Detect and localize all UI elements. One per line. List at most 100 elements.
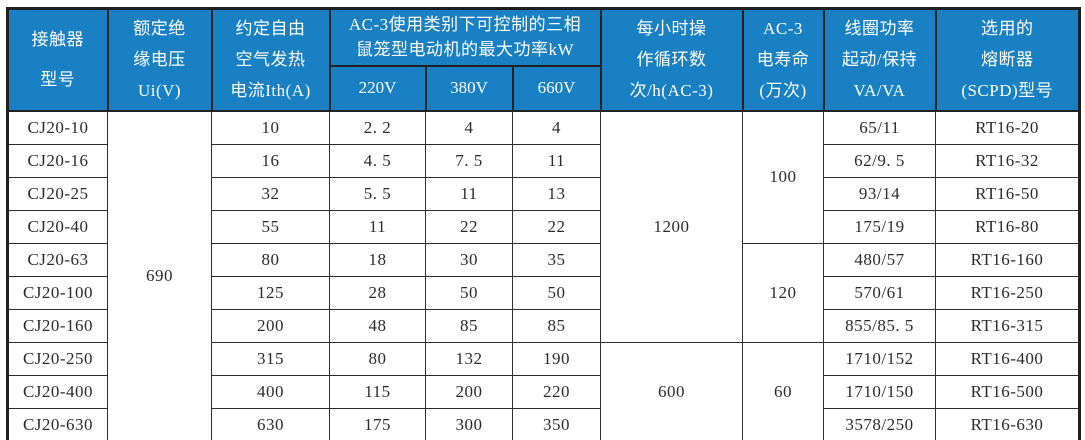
cell-fuse: RT16-160 bbox=[935, 242, 1080, 277]
header-cycles-line2: 作循环数 bbox=[636, 50, 707, 70]
cell-p220: 80 bbox=[329, 341, 426, 376]
cell-ith: 400 bbox=[211, 374, 330, 409]
header-ith-line3: 电流Ith(A) bbox=[230, 81, 311, 101]
cell-p380: 22 bbox=[425, 209, 513, 244]
table-row: CJ20-250 315 80 132 190 600 60 1710/152 … bbox=[7, 341, 1080, 440]
header-model-line2: 型号 bbox=[40, 69, 76, 89]
header-ac3-power-line2: 鼠笼型电动机的最大功率kW bbox=[355, 40, 575, 60]
cell-model: CJ20-25 bbox=[7, 176, 108, 211]
header-fuse-line2: 熔断器 bbox=[981, 50, 1034, 70]
header-coil-line2: 起动/保持 bbox=[841, 50, 918, 70]
header-cycles: 每小时操 作循环数 次/h(AC-3) bbox=[599, 7, 744, 112]
header-model-line1: 接触器 bbox=[31, 29, 84, 49]
table-row: CJ20-100 125 28 50 50 570/61 RT16-250 bbox=[7, 275, 1080, 310]
header-ith: 约定自由 空气发热 电流Ith(A) bbox=[210, 7, 331, 112]
cell-model: CJ20-630 bbox=[7, 407, 108, 440]
header-fuse: 选用的 熔断器 (SCPD)型号 bbox=[934, 7, 1081, 112]
header-model: 接触器 型号 bbox=[6, 7, 109, 112]
cell-fuse: RT16-32 bbox=[935, 143, 1080, 178]
cell-cycles-merged: 600 bbox=[600, 341, 743, 440]
cell-p660: 220 bbox=[512, 374, 601, 409]
header-220v: 220V bbox=[328, 64, 427, 112]
table-row: CJ20-160 200 48 85 85 855/85. 5 RT16-315 bbox=[7, 308, 1080, 343]
cell-p660: 13 bbox=[512, 176, 601, 211]
cell-life-merged: 100 bbox=[742, 110, 824, 244]
cell-ith: 315 bbox=[211, 341, 330, 376]
cell-coil: 3578/250 bbox=[823, 407, 936, 440]
header-ith-line2: 空气发热 bbox=[235, 50, 306, 70]
cell-ith: 16 bbox=[211, 143, 330, 178]
cell-coil: 62/9. 5 bbox=[823, 143, 936, 178]
cell-fuse: RT16-400 bbox=[935, 341, 1080, 376]
cell-model: CJ20-40 bbox=[7, 209, 108, 244]
cell-p380: 30 bbox=[425, 242, 513, 277]
cell-p380: 200 bbox=[425, 374, 513, 409]
cell-model: CJ20-100 bbox=[7, 275, 108, 310]
table-row: CJ20-400 400 115 200 220 1710/150 RT16-5… bbox=[7, 374, 1080, 409]
cell-coil: 1710/152 bbox=[823, 341, 936, 376]
table-row: CJ20-40 55 11 22 22 175/19 RT16-80 bbox=[7, 209, 1080, 244]
header-ui-line2: 缘电压 bbox=[133, 50, 186, 70]
header-ac3-power-group: AC-3使用类别下可控制的三相 鼠笼型电动机的最大功率kW bbox=[328, 7, 602, 67]
cell-ui-merged: 690 bbox=[107, 110, 212, 440]
cell-p660: 22 bbox=[512, 209, 601, 244]
header-life-line3: (万次) bbox=[759, 81, 807, 101]
header-fuse-line3: (SCPD)型号 bbox=[961, 81, 1054, 101]
cell-coil: 480/57 bbox=[823, 242, 936, 277]
cell-model: CJ20-160 bbox=[7, 308, 108, 343]
table-body: CJ20-10 690 10 2. 2 4 4 1200 100 65/11 R… bbox=[7, 110, 1080, 440]
table-row: CJ20-10 690 10 2. 2 4 4 1200 100 65/11 R… bbox=[7, 110, 1080, 440]
header-380v: 380V bbox=[424, 64, 514, 112]
header-cycles-line3: 次/h(AC-3) bbox=[629, 81, 714, 101]
table-row: CJ20-630 630 175 300 350 3578/250 RT16-6… bbox=[7, 407, 1080, 440]
cell-p220: 5. 5 bbox=[329, 176, 426, 211]
header-coil-line1: 线圈功率 bbox=[844, 18, 915, 38]
cell-model: CJ20-16 bbox=[7, 143, 108, 178]
cell-p380: 7. 5 bbox=[425, 143, 513, 178]
cell-p380: 132 bbox=[425, 341, 513, 376]
cell-p380: 50 bbox=[425, 275, 513, 310]
header-life-line1: AC-3 bbox=[763, 18, 803, 38]
cell-model: CJ20-10 bbox=[7, 110, 108, 145]
cell-coil: 175/19 bbox=[823, 209, 936, 244]
cell-p660: 50 bbox=[512, 275, 601, 310]
cell-p220: 4. 5 bbox=[329, 143, 426, 178]
cell-p380: 11 bbox=[425, 176, 513, 211]
cell-p660: 11 bbox=[512, 143, 601, 178]
header-cycles-line1: 每小时操 bbox=[636, 18, 707, 38]
cell-p220: 115 bbox=[329, 374, 426, 409]
cell-ith: 200 bbox=[211, 308, 330, 343]
cell-p220: 11 bbox=[329, 209, 426, 244]
cell-ith: 630 bbox=[211, 407, 330, 440]
cell-p660: 4 bbox=[512, 110, 601, 145]
cell-p660: 190 bbox=[512, 341, 601, 376]
cell-ith: 10 bbox=[211, 110, 330, 145]
cell-p380: 85 bbox=[425, 308, 513, 343]
header-ui: 额定绝 缘电压 Ui(V) bbox=[106, 7, 213, 112]
header-ui-line1: 额定绝 bbox=[133, 18, 186, 38]
cell-coil: 1710/150 bbox=[823, 374, 936, 409]
cell-fuse: RT16-315 bbox=[935, 308, 1080, 343]
cell-p220: 18 bbox=[329, 242, 426, 277]
header-life: AC-3 电寿命 (万次) bbox=[741, 7, 825, 112]
table-header: 接触器 型号 额定绝 缘电压 Ui(V) 约定自由 空气发热 电流Ith(A) … bbox=[6, 7, 1081, 112]
cell-model: CJ20-400 bbox=[7, 374, 108, 409]
header-life-line2: 电寿命 bbox=[756, 50, 810, 70]
cell-p380: 4 bbox=[425, 110, 513, 145]
cell-life-merged: 60 bbox=[742, 341, 824, 440]
cell-ith: 55 bbox=[211, 209, 330, 244]
cell-coil: 855/85. 5 bbox=[823, 308, 936, 343]
cell-fuse: RT16-250 bbox=[935, 275, 1080, 310]
cell-ith: 125 bbox=[211, 275, 330, 310]
header-fuse-line1: 选用的 bbox=[981, 18, 1034, 38]
table-row: CJ20-63 80 18 30 35 120 480/57 RT16-160 bbox=[7, 242, 1080, 343]
cell-model: CJ20-250 bbox=[7, 341, 108, 376]
cell-cycles-merged: 1200 bbox=[600, 110, 743, 343]
cell-ith: 32 bbox=[211, 176, 330, 211]
header-coil: 线圈功率 起动/保持 VA/VA bbox=[822, 7, 937, 112]
cell-fuse: RT16-630 bbox=[935, 407, 1080, 440]
cell-model: CJ20-63 bbox=[7, 242, 108, 277]
cell-p220: 2. 2 bbox=[329, 110, 426, 145]
cell-p220: 48 bbox=[329, 308, 426, 343]
